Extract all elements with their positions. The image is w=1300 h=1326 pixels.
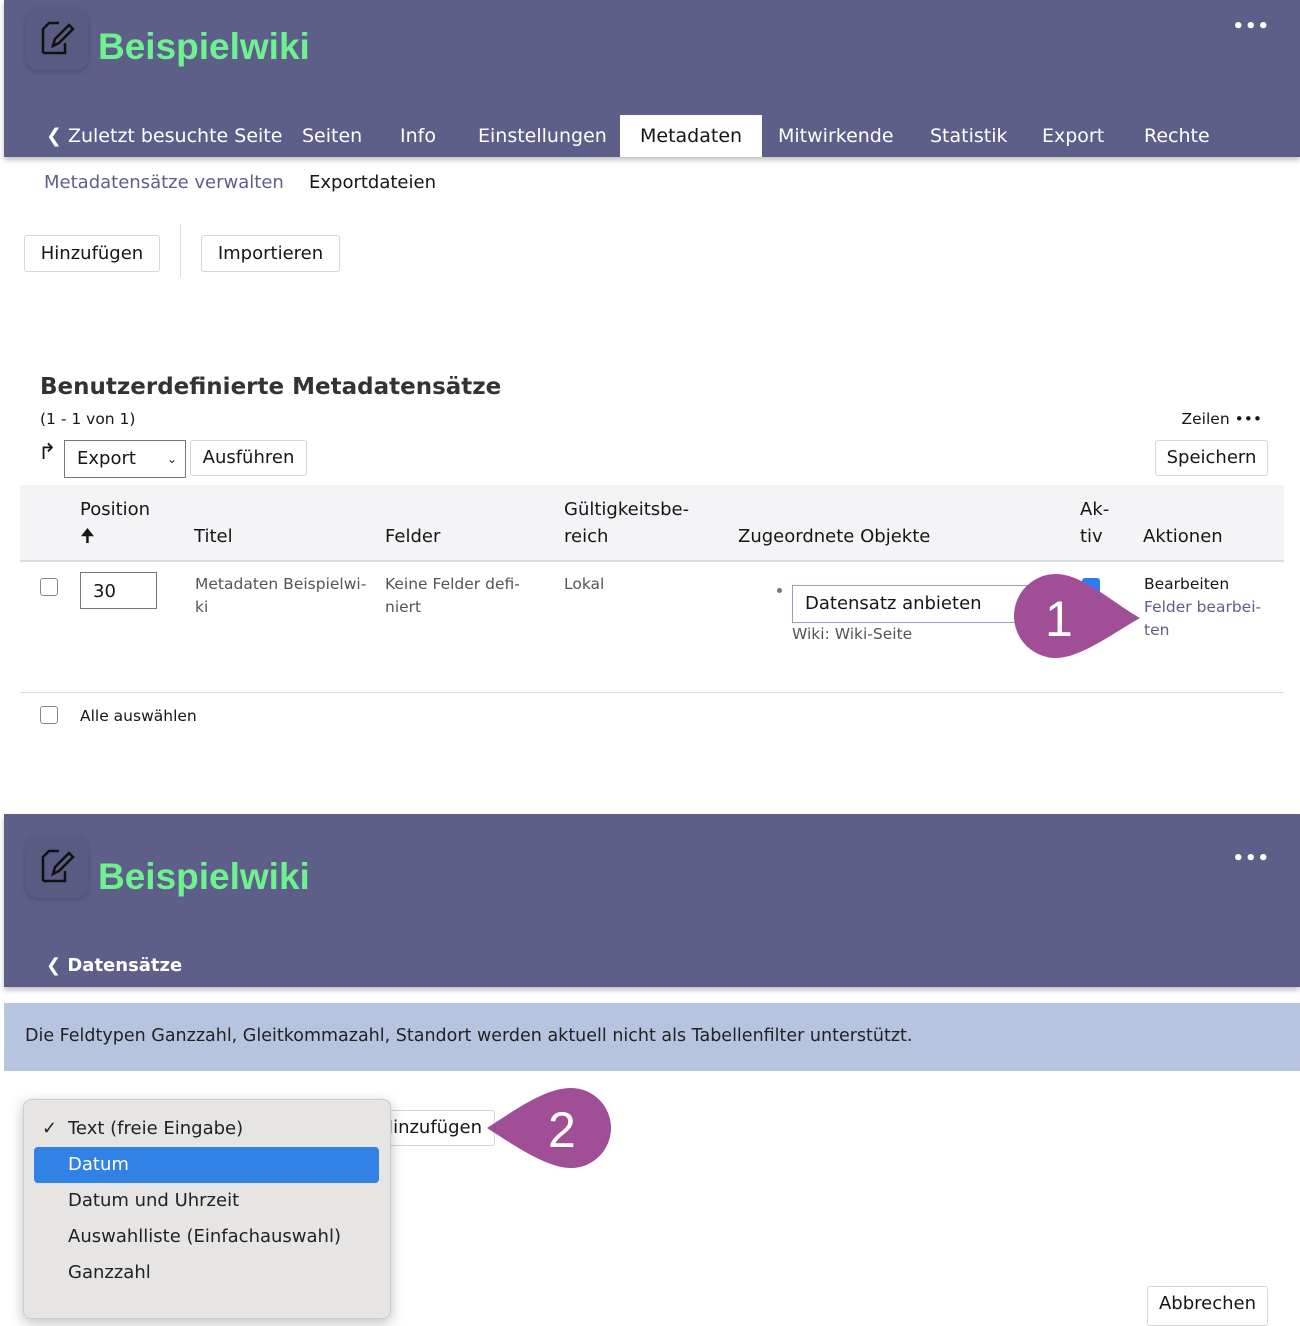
- table-divider: [20, 692, 1284, 693]
- tab-einstellungen[interactable]: Einstellungen: [478, 125, 607, 147]
- more-icon[interactable]: •••: [1232, 16, 1270, 37]
- col-position[interactable]: Position 🠉: [80, 499, 151, 547]
- edit-fields-link[interactable]: Felder bearbei-ten: [1144, 598, 1262, 639]
- object-subtext: Wiki: Wiki-Seite: [792, 625, 913, 643]
- bulk-arrow-icon: ↱: [38, 440, 57, 465]
- wiki-title[interactable]: Beispielwiki: [98, 26, 310, 67]
- cancel-button[interactable]: Abbrechen: [1147, 1286, 1268, 1326]
- table-heading: Benutzerdefinierte Metadatensätze: [40, 374, 502, 400]
- col-actions: Aktionen: [1143, 526, 1223, 547]
- wiki-title[interactable]: Beispielwiki: [98, 856, 310, 897]
- tab-info[interactable]: Info: [400, 125, 436, 147]
- option-datum-uhrzeit[interactable]: Datum und Uhrzeit: [68, 1190, 240, 1211]
- field-type-dropdown[interactable]: [23, 1099, 391, 1319]
- save-button[interactable]: Speichern: [1155, 440, 1268, 476]
- subtab-exportfiles[interactable]: Exportdateien: [309, 172, 436, 193]
- select-all-checkbox[interactable]: [40, 706, 58, 724]
- info-message: Die Feldtypen Ganzzahl, Gleitkommazahl, …: [4, 1003, 1300, 1071]
- tab-metadaten[interactable]: Metadaten: [620, 115, 763, 157]
- edit-page-icon: [41, 849, 75, 883]
- object-select[interactable]: Datensatz anbieten: [792, 585, 1042, 623]
- row-checkbox[interactable]: [40, 578, 58, 596]
- tab-mitwirkende[interactable]: Mitwirkende: [778, 125, 894, 147]
- toolbar-divider: [180, 224, 181, 277]
- col-titel[interactable]: Titel: [194, 526, 233, 547]
- import-button[interactable]: Importieren: [201, 235, 340, 272]
- sort-up-icon: 🠉: [80, 526, 95, 547]
- col-objects[interactable]: Zugeordnete Objekte: [738, 526, 931, 547]
- bulk-action-select[interactable]: Export ⌄: [64, 440, 186, 478]
- option-auswahlliste[interactable]: Auswahlliste (Einfachauswahl): [68, 1226, 341, 1247]
- subtab-manage[interactable]: Metadatensätze verwalten: [44, 172, 284, 193]
- tab-back[interactable]: ❮ Zuletzt besuchte Seite: [46, 125, 283, 147]
- chevron-left-icon: ❮: [46, 955, 68, 976]
- edit-link[interactable]: Bearbeiten: [1144, 575, 1230, 593]
- chevron-down-icon: ⌄: [166, 452, 177, 466]
- tab-seiten[interactable]: Seiten: [302, 125, 363, 147]
- table-header: [20, 485, 1284, 562]
- execute-button[interactable]: Ausführen: [190, 440, 307, 476]
- more-icon[interactable]: •••: [1232, 848, 1270, 869]
- col-felder[interactable]: Felder: [385, 526, 441, 547]
- option-text[interactable]: ✓ Text (freie Eingabe): [34, 1111, 379, 1147]
- col-scope[interactable]: Gültigkeitsbe-reich: [564, 499, 690, 547]
- back-datensaetze[interactable]: ❮ Datensätze: [46, 955, 183, 976]
- tab-rechte[interactable]: Rechte: [1144, 125, 1210, 147]
- edit-page-icon: [41, 21, 75, 55]
- tab-statistik[interactable]: Statistik: [930, 125, 1008, 147]
- select-all-label[interactable]: Alle auswählen: [80, 707, 197, 725]
- result-count: (1 - 1 von 1): [40, 410, 136, 428]
- callout-1-number: 1: [1045, 591, 1073, 647]
- add-button[interactable]: Hinzufügen: [24, 235, 160, 272]
- row-scope: Lokal: [564, 575, 605, 593]
- callout-2-number: 2: [548, 1102, 576, 1158]
- position-input[interactable]: 30: [80, 572, 157, 609]
- row-fields: Keine Felder defi-niert: [385, 575, 520, 616]
- wiki-logo: [26, 836, 88, 898]
- wiki-logo: [26, 8, 88, 70]
- col-active[interactable]: Ak-tiv: [1080, 499, 1110, 547]
- option-datum[interactable]: Datum: [34, 1147, 379, 1183]
- callout-2: [487, 1088, 611, 1168]
- row-title: Metadaten Beispielwi-ki: [195, 575, 367, 616]
- callout-1: [1014, 574, 1140, 658]
- check-icon: ✓: [42, 1118, 58, 1139]
- rows-menu[interactable]: Zeilen •••: [1181, 410, 1262, 428]
- option-ganzzahl[interactable]: Ganzzahl: [68, 1262, 151, 1283]
- bottom-header: Beispielwiki ••• ❮ Datensätze: [4, 814, 1300, 987]
- bullet: [777, 588, 782, 593]
- chevron-left-icon: ❮: [46, 125, 68, 147]
- tab-export[interactable]: Export: [1042, 125, 1105, 147]
